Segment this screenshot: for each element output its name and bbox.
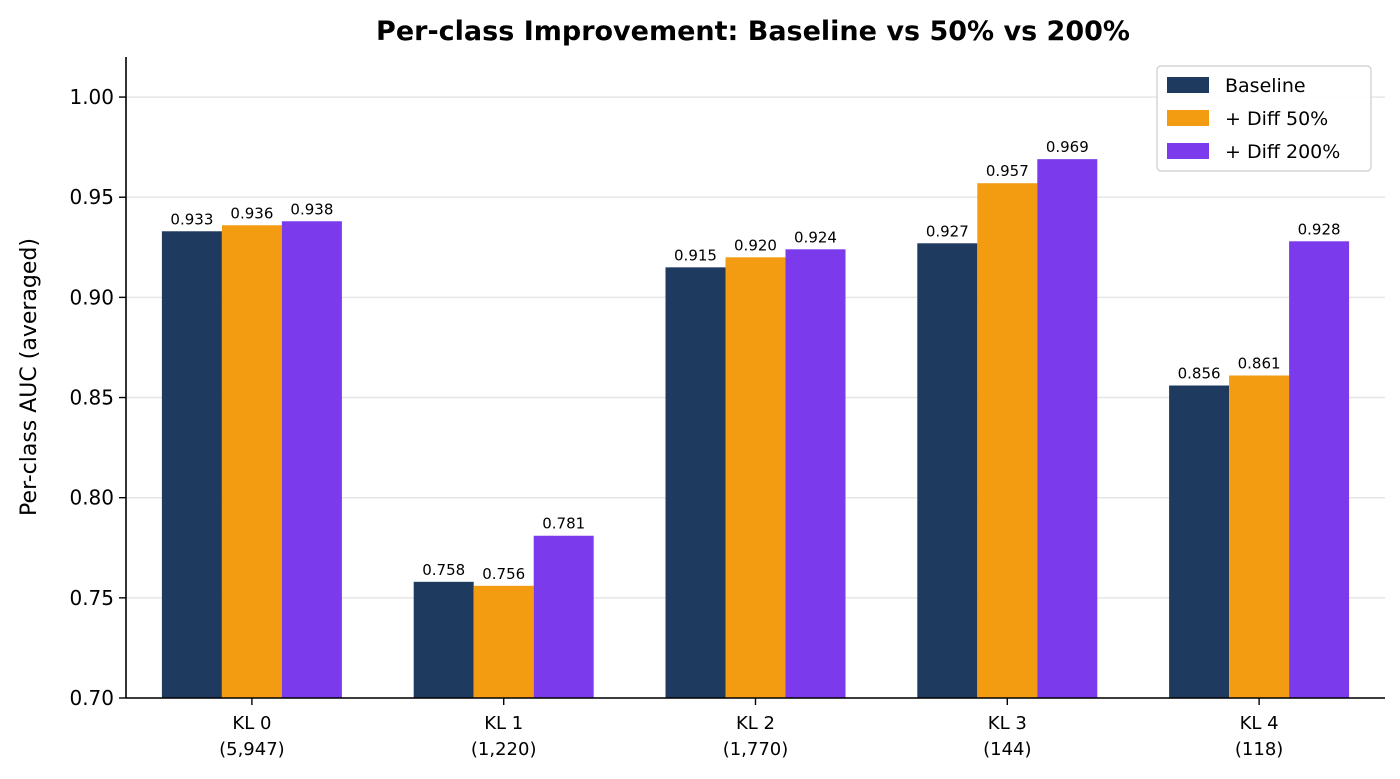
data-label: 0.969 <box>1046 138 1089 156</box>
x-tick-count: (144) <box>983 739 1031 760</box>
data-label: 0.928 <box>1298 220 1341 238</box>
bar <box>785 249 846 699</box>
legend-label: + Diff 50% <box>1225 108 1328 130</box>
bar <box>1037 159 1098 699</box>
bar <box>1289 241 1350 698</box>
bar <box>281 221 342 698</box>
y-ticks: 0.70 0.75 0.80 0.85 0.90 0.95 1.00 <box>69 85 126 710</box>
y-tick-label: 0.75 <box>69 586 114 610</box>
x-tick-label: KL 4 <box>1240 713 1279 734</box>
y-tick-label: 0.95 <box>69 185 114 209</box>
bar <box>221 225 282 698</box>
y-tick-label: 0.90 <box>69 285 114 309</box>
y-tick-label: 0.70 <box>69 686 114 710</box>
x-tick-label: KL 2 <box>736 713 775 734</box>
bar <box>725 257 786 698</box>
x-tick-count: (118) <box>1235 739 1283 760</box>
bar <box>413 581 474 698</box>
bar <box>533 535 594 698</box>
legend-frame <box>1156 65 1372 172</box>
x-ticks: KL 0 (5,947) KL 1 (1,220) KL 2 (1,770) KL 3 (14… <box>219 698 1283 760</box>
data-label: 0.756 <box>482 565 525 583</box>
data-label: 0.938 <box>290 200 333 218</box>
data-label: 0.781 <box>542 515 585 533</box>
data-label: 0.856 <box>1178 365 1221 383</box>
data-label: 0.957 <box>986 162 1029 180</box>
bar <box>473 585 534 698</box>
x-tick-count: (5,947) <box>219 739 285 760</box>
y-tick-label: 0.80 <box>69 486 114 510</box>
chart-title: Per-class Improvement: Baseline vs 50% v… <box>376 16 1130 47</box>
y-tick-label: 1.00 <box>69 85 114 109</box>
bar <box>977 183 1038 698</box>
legend: Baseline + Diff 50% + Diff 200% <box>1156 65 1372 172</box>
bar <box>917 243 978 698</box>
bar <box>1229 375 1290 698</box>
y-tick-label: 0.85 <box>69 386 114 410</box>
data-label: 0.933 <box>170 210 213 228</box>
data-label: 0.920 <box>734 236 777 254</box>
x-tick-label: KL 1 <box>484 713 523 734</box>
data-label: 0.758 <box>422 561 465 579</box>
data-labels: 0.933 0.936 0.938 0.758 0.756 0.781 0.915 0.920… <box>170 138 1340 583</box>
bar <box>665 267 726 698</box>
legend-swatch <box>1167 110 1209 126</box>
legend-label: + Diff 200% <box>1225 141 1340 163</box>
y-axis-label: Per-class AUC (averaged) <box>17 238 42 516</box>
data-label: 0.924 <box>794 228 837 246</box>
bar <box>1169 385 1230 698</box>
x-tick-label: KL 3 <box>988 713 1027 734</box>
data-label: 0.861 <box>1238 354 1281 372</box>
legend-swatch <box>1167 77 1209 93</box>
legend-swatch <box>1167 143 1209 159</box>
x-tick-count: (1,770) <box>723 739 789 760</box>
x-tick-count: (1,220) <box>471 739 537 760</box>
data-label: 0.936 <box>230 204 273 222</box>
data-label: 0.915 <box>674 246 717 264</box>
bar <box>161 231 222 698</box>
bars <box>161 159 1350 699</box>
data-label: 0.927 <box>926 222 969 240</box>
legend-label: Baseline <box>1225 75 1306 97</box>
x-tick-label: KL 0 <box>232 713 271 734</box>
